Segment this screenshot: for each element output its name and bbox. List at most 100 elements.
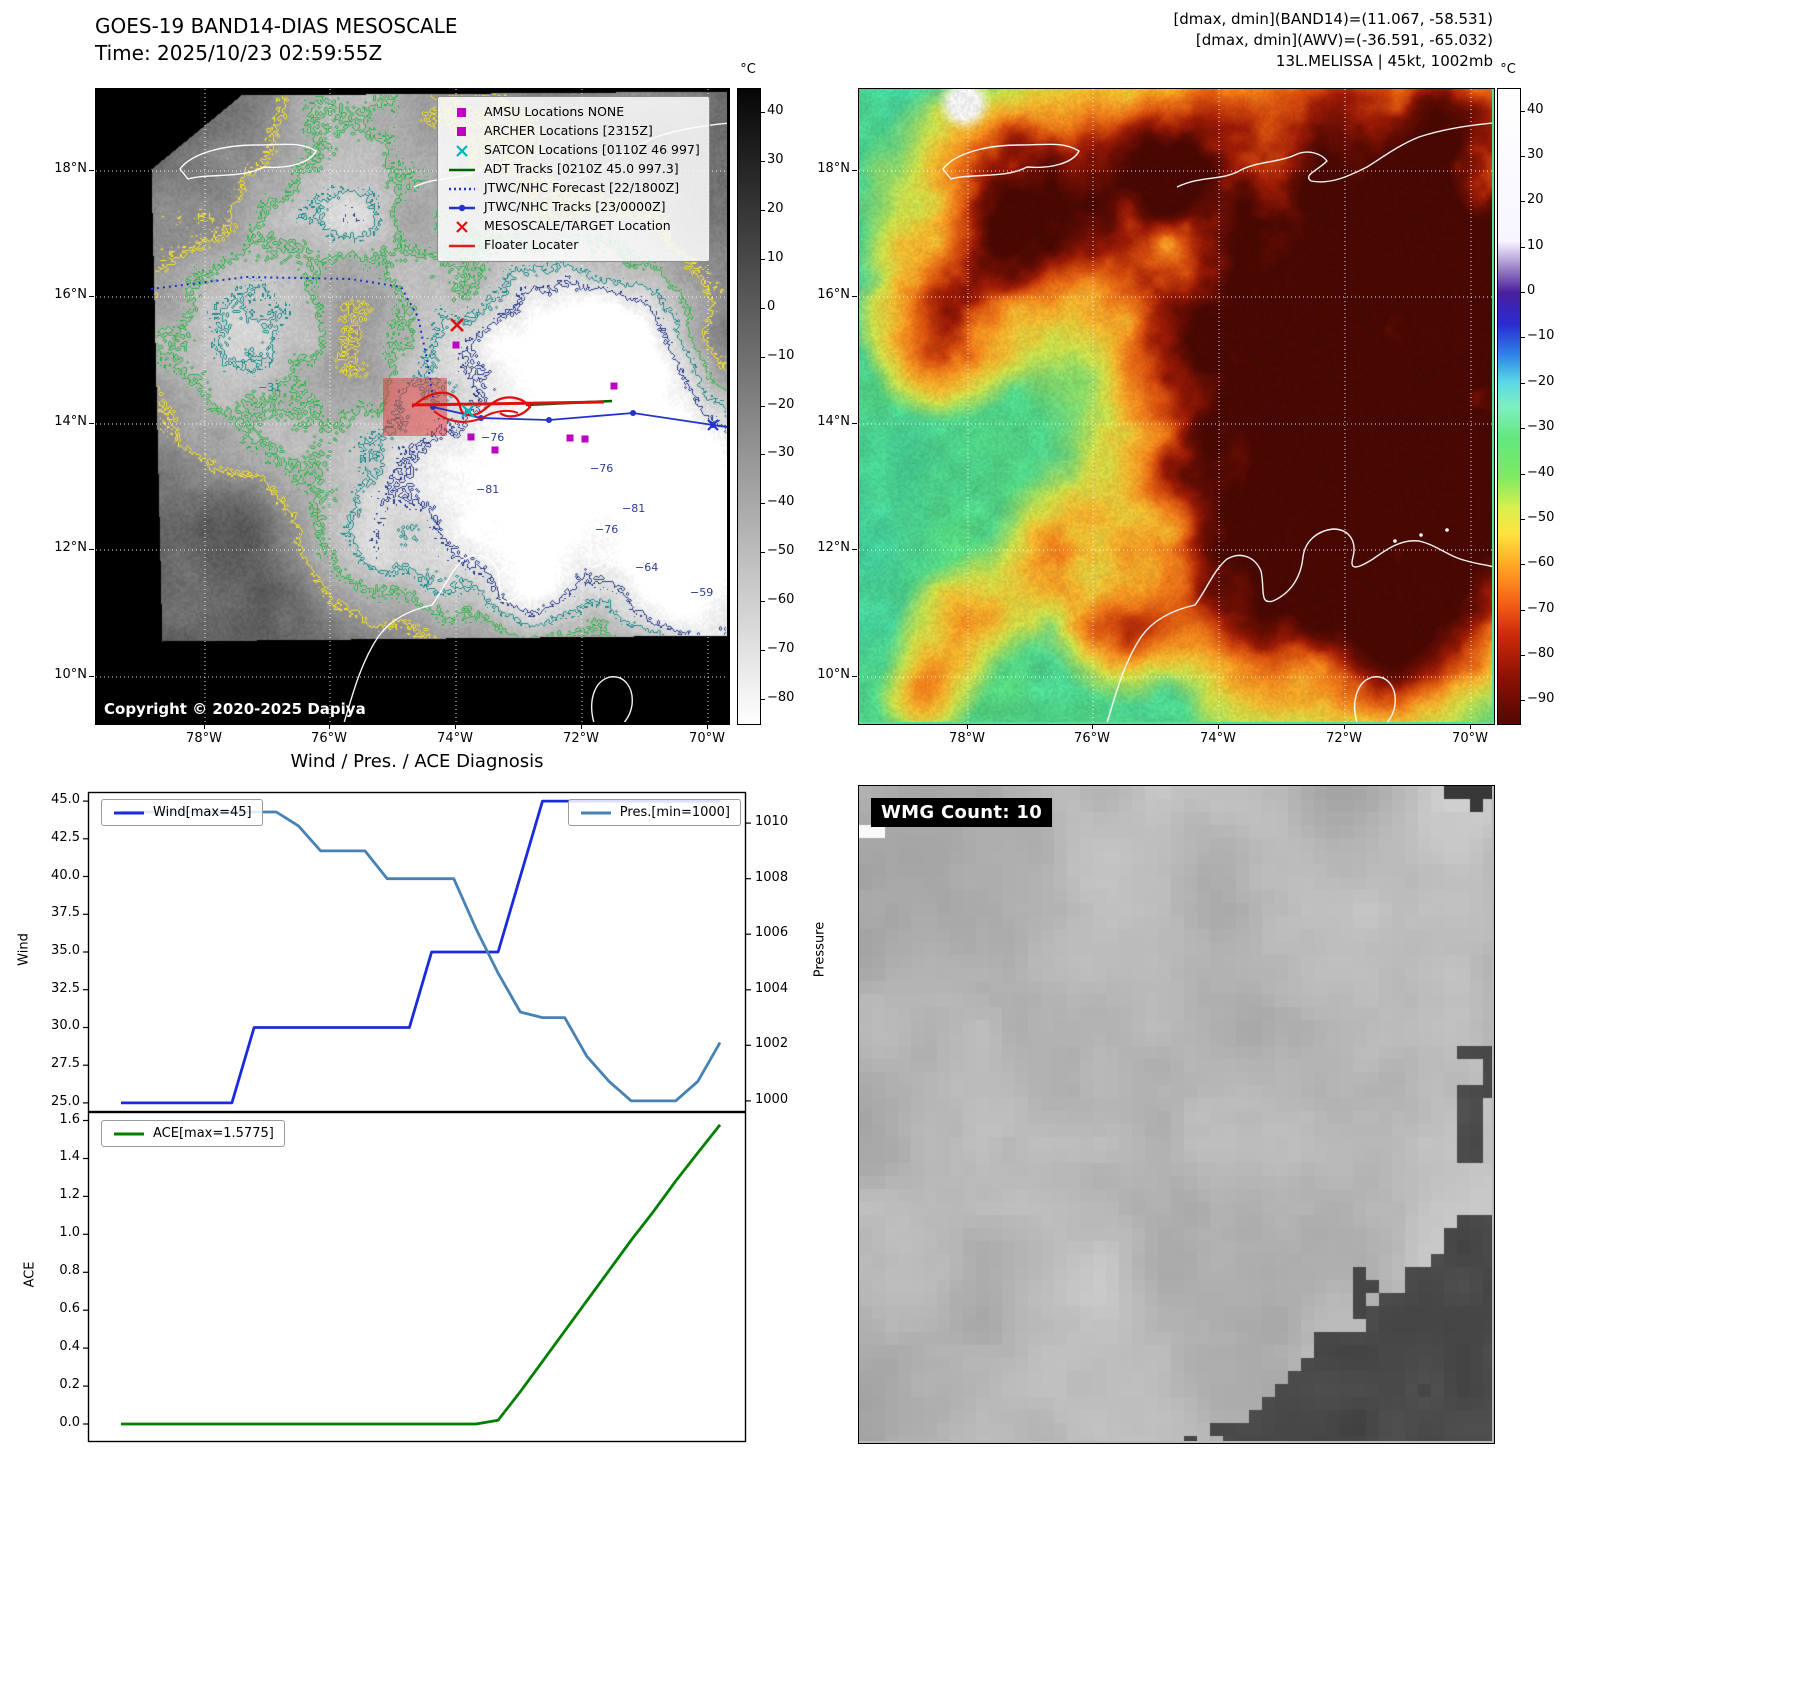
wind-pressure-y-tick-label: 27.5 bbox=[51, 1056, 80, 1072]
band14-colorbar-tick bbox=[761, 503, 765, 505]
legend-item: MESOSCALE/TARGET Location bbox=[447, 217, 700, 236]
wind-pressure-series-line bbox=[121, 810, 722, 1103]
awv-y-tick bbox=[852, 676, 857, 677]
awv-x-tick-label: 70°W bbox=[1452, 731, 1488, 746]
awv-colorbar-tick-label: −30 bbox=[1527, 419, 1555, 435]
dmax-dmin-band14: [dmax, dmin](BAND14)=(11.067, -58.531) bbox=[1173, 10, 1493, 28]
map-legend: AMSU Locations NONE ARCHER Locations [231… bbox=[437, 96, 710, 262]
wind-legend: Wind[max=45] bbox=[101, 799, 263, 826]
contour-label: −59 bbox=[690, 586, 714, 599]
legend-label: ACE[max=1.5775] bbox=[153, 1126, 274, 1141]
band14-colorbar-tick bbox=[761, 356, 765, 358]
awv-y-tick-label: 14°N bbox=[817, 414, 850, 429]
band14-colorbar-tick-label: 40 bbox=[767, 103, 784, 119]
mesoscale-target-x bbox=[450, 318, 464, 332]
wind-pressure-y-tick-right-label: 1008 bbox=[755, 869, 789, 885]
island bbox=[1419, 533, 1423, 537]
wind-pressure-y-tick-right-label: 1002 bbox=[755, 1036, 789, 1052]
band14-colorbar-tick bbox=[761, 307, 765, 309]
legend-item-label: SATCON Locations [0110Z 46 997] bbox=[484, 142, 700, 158]
floater-scribble bbox=[433, 409, 519, 423]
archer-square bbox=[467, 433, 475, 441]
wind-pressure-y-tick-label: 25.0 bbox=[51, 1093, 80, 1109]
band14-colorbar-tick-label: −70 bbox=[767, 640, 795, 656]
ace-y-tick-label: 1.2 bbox=[59, 1187, 80, 1203]
wind-pressure-series-line bbox=[121, 799, 720, 1105]
awv-colorbar-tick bbox=[1521, 518, 1525, 520]
archer-square bbox=[452, 341, 460, 349]
storm-id-intensity: 13L.MELISSA | 45kt, 1002mb bbox=[1275, 52, 1493, 70]
awv-map bbox=[858, 88, 1495, 725]
archer-square bbox=[491, 446, 499, 454]
coastline bbox=[1106, 528, 1492, 722]
dmax-dmin-awv: [dmax, dmin](AWV)=(-36.591, -65.032) bbox=[1195, 31, 1493, 49]
island bbox=[1445, 528, 1449, 532]
band14-colorbar-tick-label: −50 bbox=[767, 543, 795, 559]
awv-colorbar-tick bbox=[1521, 700, 1525, 702]
band14-colorbar-tick bbox=[761, 161, 765, 163]
ace-y-tick-label: 0.4 bbox=[59, 1339, 80, 1355]
wind-pressure-y-tick-label: 37.5 bbox=[51, 905, 80, 921]
awv-x-tick-label: 78°W bbox=[949, 731, 985, 746]
ace-axis-label: ACE bbox=[22, 1261, 38, 1288]
contour-label: −64 bbox=[635, 561, 659, 574]
wind-pressure-y-tick-right-label: 1004 bbox=[755, 980, 789, 996]
awv-colorbar-tick bbox=[1521, 564, 1525, 566]
wind-axis-label: Wind bbox=[16, 933, 32, 966]
band14-colorbar-tick bbox=[761, 454, 765, 456]
wind-pressure-y-tick-right-label: 1000 bbox=[755, 1091, 789, 1107]
satcon-x bbox=[461, 404, 475, 418]
band14-y-tick-label: 16°N bbox=[54, 287, 87, 302]
awv-colorbar-tick bbox=[1521, 110, 1525, 112]
awv-colorbar-tick bbox=[1521, 156, 1525, 158]
wind-pressure-y-tick-label: 32.5 bbox=[51, 980, 80, 996]
ace-y-tick-label: 0.6 bbox=[59, 1301, 80, 1317]
band14-colorbar-tick-label: −20 bbox=[767, 396, 795, 412]
awv-colorbar-tick bbox=[1521, 292, 1525, 294]
awv-x-tick bbox=[1218, 724, 1219, 729]
band14-colorbar bbox=[737, 88, 761, 725]
awv-y-tick-label: 18°N bbox=[817, 161, 850, 176]
awv-colorbar-tick bbox=[1521, 609, 1525, 611]
band14-x-tick-label: 72°W bbox=[563, 731, 599, 746]
awv-x-tick bbox=[1092, 724, 1093, 729]
awv-colorbar-tick-label: −80 bbox=[1527, 645, 1555, 661]
awv-colorbar-tick-label: 10 bbox=[1527, 237, 1544, 253]
floater-line bbox=[411, 400, 605, 407]
wind-pressure-y-tick-right-label: 1010 bbox=[755, 814, 789, 830]
legend-item: AMSU Locations NONE bbox=[447, 103, 700, 122]
wind-pressure-y-tick-label: 40.0 bbox=[51, 867, 80, 883]
awv-y-tick-label: 16°N bbox=[817, 287, 850, 302]
awv-y-tick bbox=[852, 549, 857, 550]
band14-map: AMSU Locations NONE ARCHER Locations [231… bbox=[95, 88, 730, 725]
copyright-text: Copyright © 2020-2025 Dapiya bbox=[104, 700, 366, 718]
contour-label: −81 bbox=[622, 502, 646, 515]
coastline bbox=[942, 143, 1080, 180]
band14-y-tick bbox=[89, 170, 94, 171]
awv-x-tick-label: 74°W bbox=[1200, 731, 1236, 746]
awv-y-tick bbox=[852, 296, 857, 297]
awv-colorbar-tick bbox=[1521, 246, 1525, 248]
legend-line-sample bbox=[114, 1132, 144, 1135]
wmg-image-panel: WMG Count: 10 bbox=[858, 785, 1495, 1444]
square-marker-icon bbox=[457, 108, 466, 117]
band14-y-tick bbox=[89, 549, 94, 550]
band14-x-tick bbox=[329, 724, 330, 729]
band14-colorbar-tick bbox=[761, 552, 765, 554]
ace-y-tick-label: 1.4 bbox=[59, 1149, 80, 1165]
band14-colorbar-tick bbox=[761, 600, 765, 602]
band14-colorbar-tick-label: −10 bbox=[767, 347, 795, 363]
island bbox=[1393, 539, 1397, 543]
band14-colorbar-tick-label: 20 bbox=[767, 201, 784, 217]
band14-colorbar-tick bbox=[761, 405, 765, 407]
wind-pressure-y-tick-label: 35.0 bbox=[51, 943, 80, 958]
legend-item: Floater Locater bbox=[447, 236, 700, 255]
band14-colorbar-tick bbox=[761, 112, 765, 114]
legend-item-label: AMSU Locations NONE bbox=[484, 104, 625, 120]
wmg-count-label: WMG Count: 10 bbox=[871, 798, 1053, 827]
wmg-canvas bbox=[859, 786, 1492, 1441]
band14-colorbar-tick bbox=[761, 210, 765, 212]
awv-y-tick bbox=[852, 423, 857, 424]
legend-item-label: JTWC/NHC Forecast [22/1800Z] bbox=[484, 180, 680, 196]
awv-colorbar-tick-label: −60 bbox=[1527, 555, 1555, 571]
